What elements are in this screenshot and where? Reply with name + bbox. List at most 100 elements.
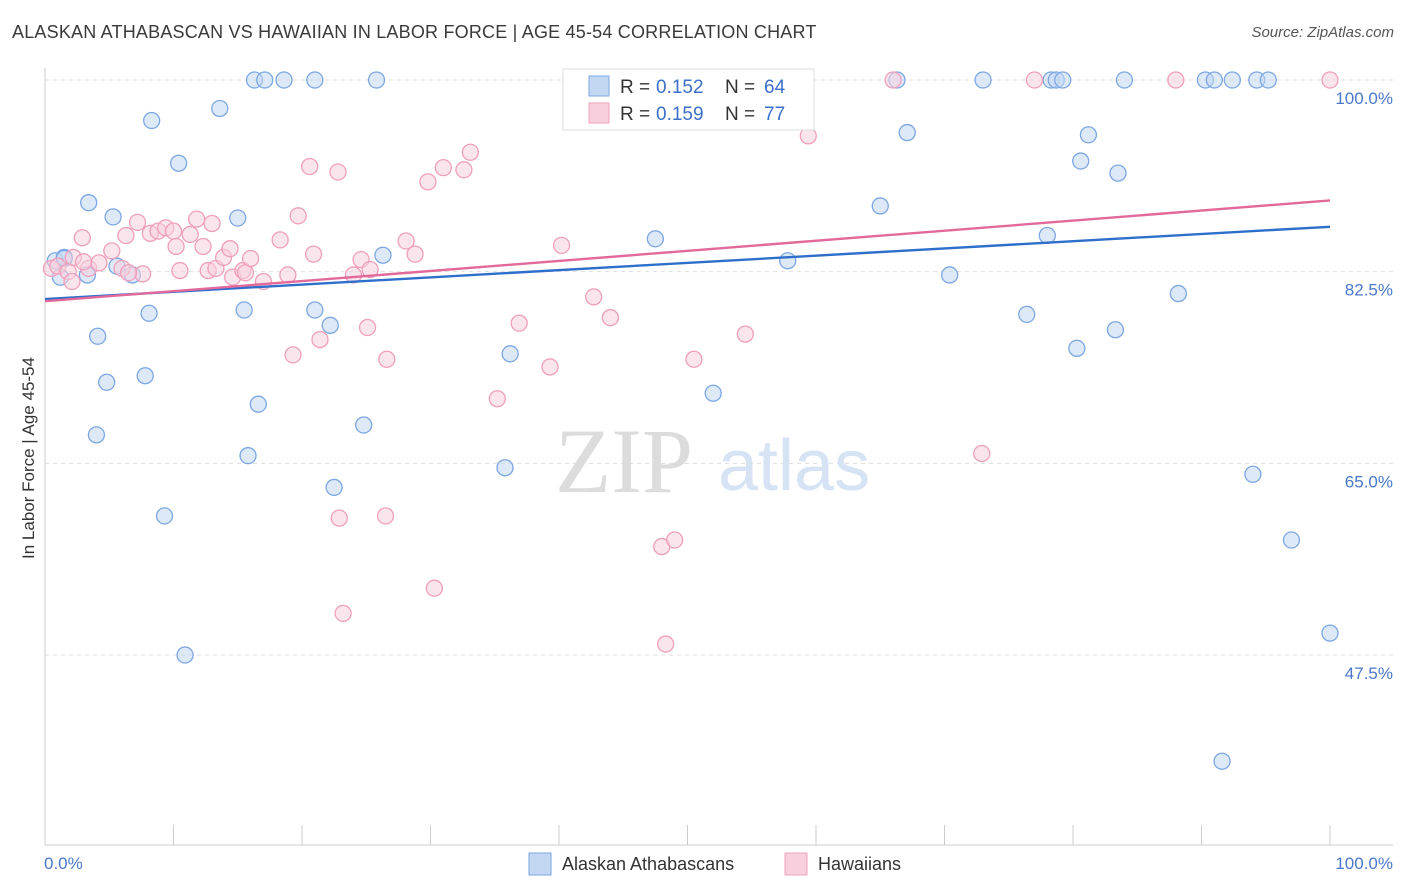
point-alaskan-30 [367,71,386,89]
point-hawaiian-26 [236,264,255,282]
legend-r-label-hawaiian: R = [620,104,655,125]
bottom-legend: Alaskan Athabascans Hawaiians [528,852,901,876]
point-alaskan-59 [1244,465,1262,483]
point-alaskan-27 [306,71,324,89]
point-hawaiian-60 [666,531,684,549]
point-alaskan-6 [169,154,188,172]
point-alaskan-7 [104,208,122,226]
trend-line-alaskan [44,225,1331,301]
point-hawaiian-45 [406,245,424,263]
point-alaskan-25 [325,478,343,497]
point-alaskan-10 [89,327,107,345]
point-hawaiian-67 [1025,71,1044,89]
legend-r-value-alaskan: 0.152 [656,77,704,98]
point-hawaiian-62 [685,350,703,368]
point-alaskan-47 [1068,339,1086,357]
point-alaskan-37 [898,123,916,142]
trend-lines [44,199,1331,303]
point-hawaiian-52 [510,314,528,332]
point-hawaiian-38 [334,604,352,623]
point-alaskan-61 [176,646,194,664]
point-hawaiian-74 [74,253,93,271]
point-hawaiian-46 [419,173,437,191]
point-hawaiian-49 [455,161,473,179]
legend: R = 0.152 N = 64 R = 0.159 N = 77 [562,68,815,131]
point-hawaiian-69 [1321,71,1339,89]
point-alaskan-44 [1079,126,1098,144]
point-alaskan-60 [1213,752,1231,770]
point-alaskan-34 [940,266,959,284]
point-alaskan-31 [501,345,519,363]
watermark-zip: ZIP [555,410,693,512]
grid [45,79,1393,656]
point-alaskan-51 [1205,71,1223,89]
point-alaskan-33 [646,230,665,248]
legend-n-value-alaskan: 64 [764,77,786,98]
point-hawaiian-75 [167,237,185,256]
point-hawaiian-66 [973,444,991,463]
point-alaskan-52 [1223,71,1241,89]
watermark-atlas: atlas [718,426,870,506]
point-alaskan-57 [1109,164,1127,182]
y-tick-label-1: 82.5% [1345,281,1393,300]
point-hawaiian-76 [203,214,221,233]
watermark: ZIP atlas [555,410,870,512]
legend-swatch-alaskan [588,75,610,97]
x-tick-label-left: 0.0% [44,854,83,873]
point-hawaiian-71 [119,264,138,282]
legend-swatch-hawaiian [588,102,610,124]
point-hawaiian-29 [271,231,289,249]
point-hawaiian-33 [301,157,319,176]
point-hawaiian-9 [117,226,135,245]
y-tick-labels: 100.0% 82.5% 65.0% 47.5% [1335,89,1393,683]
point-alaskan-54 [1259,71,1277,89]
point-alaskan-42 [1054,71,1072,89]
point-alaskan-48 [1018,305,1036,324]
point-hawaiian-72 [376,507,395,525]
legend-n-value-hawaiian: 77 [764,104,785,125]
point-hawaiian-56 [601,309,620,327]
point-alaskan-38 [871,197,889,215]
point-alaskan-49 [1115,71,1134,89]
point-hawaiian-51 [488,390,506,408]
point-hawaiian-70 [63,272,81,291]
point-hawaiian-34 [304,245,323,263]
point-hawaiian-41 [358,318,377,337]
point-hawaiian-6 [90,254,108,272]
point-hawaiian-19 [194,237,212,256]
point-alaskan-46 [1072,152,1090,170]
point-hawaiian-4 [73,229,91,247]
axes [44,68,1393,846]
point-alaskan-58 [1106,321,1125,339]
point-hawaiian-27 [241,249,260,268]
chart-title: ALASKAN ATHABASCAN VS HAWAIIAN IN LABOR … [12,22,817,42]
legend-r-value-hawaiian: 0.159 [656,104,704,125]
point-alaskan-63 [1321,624,1339,642]
point-hawaiian-50 [461,143,479,161]
point-hawaiian-7 [103,242,121,260]
point-alaskan-15 [87,426,106,444]
point-hawaiian-55 [585,288,603,306]
point-alaskan-19 [249,395,267,413]
point-hawaiian-36 [329,163,347,181]
point-alaskan-43 [974,71,992,89]
point-alaskan-12 [98,373,116,391]
point-alaskan-35 [704,384,722,402]
point-alaskan-55 [1282,531,1301,549]
point-hawaiian-53 [541,358,559,376]
point-alaskan-14 [140,304,158,322]
point-alaskan-26 [275,71,293,89]
point-alaskan-62 [211,99,229,118]
point-alaskan-20 [239,447,257,465]
point-alaskan-32 [496,459,514,477]
point-hawaiian-63 [736,325,754,343]
bottom-legend-label-hawaiian: Hawaiians [818,854,901,874]
point-hawaiian-18 [187,210,206,228]
point-hawaiian-17 [181,225,199,244]
point-hawaiian-32 [289,207,307,225]
bottom-legend-swatch-alaskan [528,852,552,876]
point-hawaiian-65 [884,71,902,89]
point-hawaiian-35 [311,330,329,349]
point-alaskan-16 [155,507,174,525]
point-alaskan-23 [306,301,324,319]
